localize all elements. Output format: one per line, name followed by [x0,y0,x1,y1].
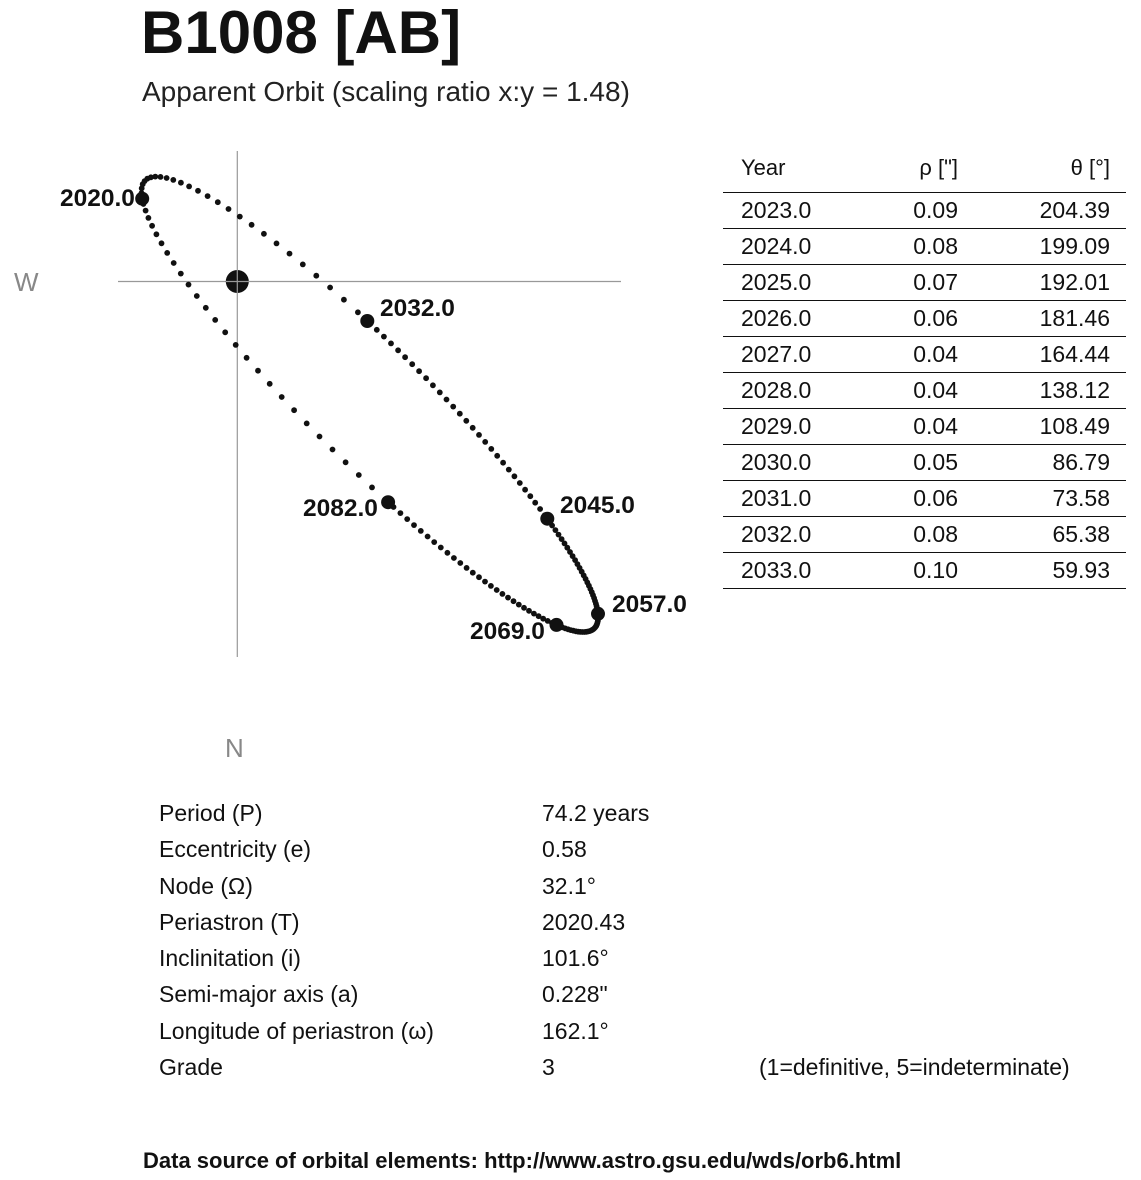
svg-text:2045.0: 2045.0 [560,492,635,519]
svg-text:2032.0: 2032.0 [380,295,455,322]
svg-text:2082.0: 2082.0 [303,495,378,522]
svg-text:2069.0: 2069.0 [470,618,545,645]
svg-text:2020.0: 2020.0 [60,185,135,212]
svg-text:2057.0: 2057.0 [612,591,687,618]
